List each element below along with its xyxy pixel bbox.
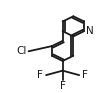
Text: F: F	[60, 81, 66, 91]
Text: F: F	[37, 70, 43, 80]
Text: F: F	[82, 70, 88, 80]
Text: N: N	[86, 26, 94, 36]
Text: Cl: Cl	[16, 46, 27, 56]
